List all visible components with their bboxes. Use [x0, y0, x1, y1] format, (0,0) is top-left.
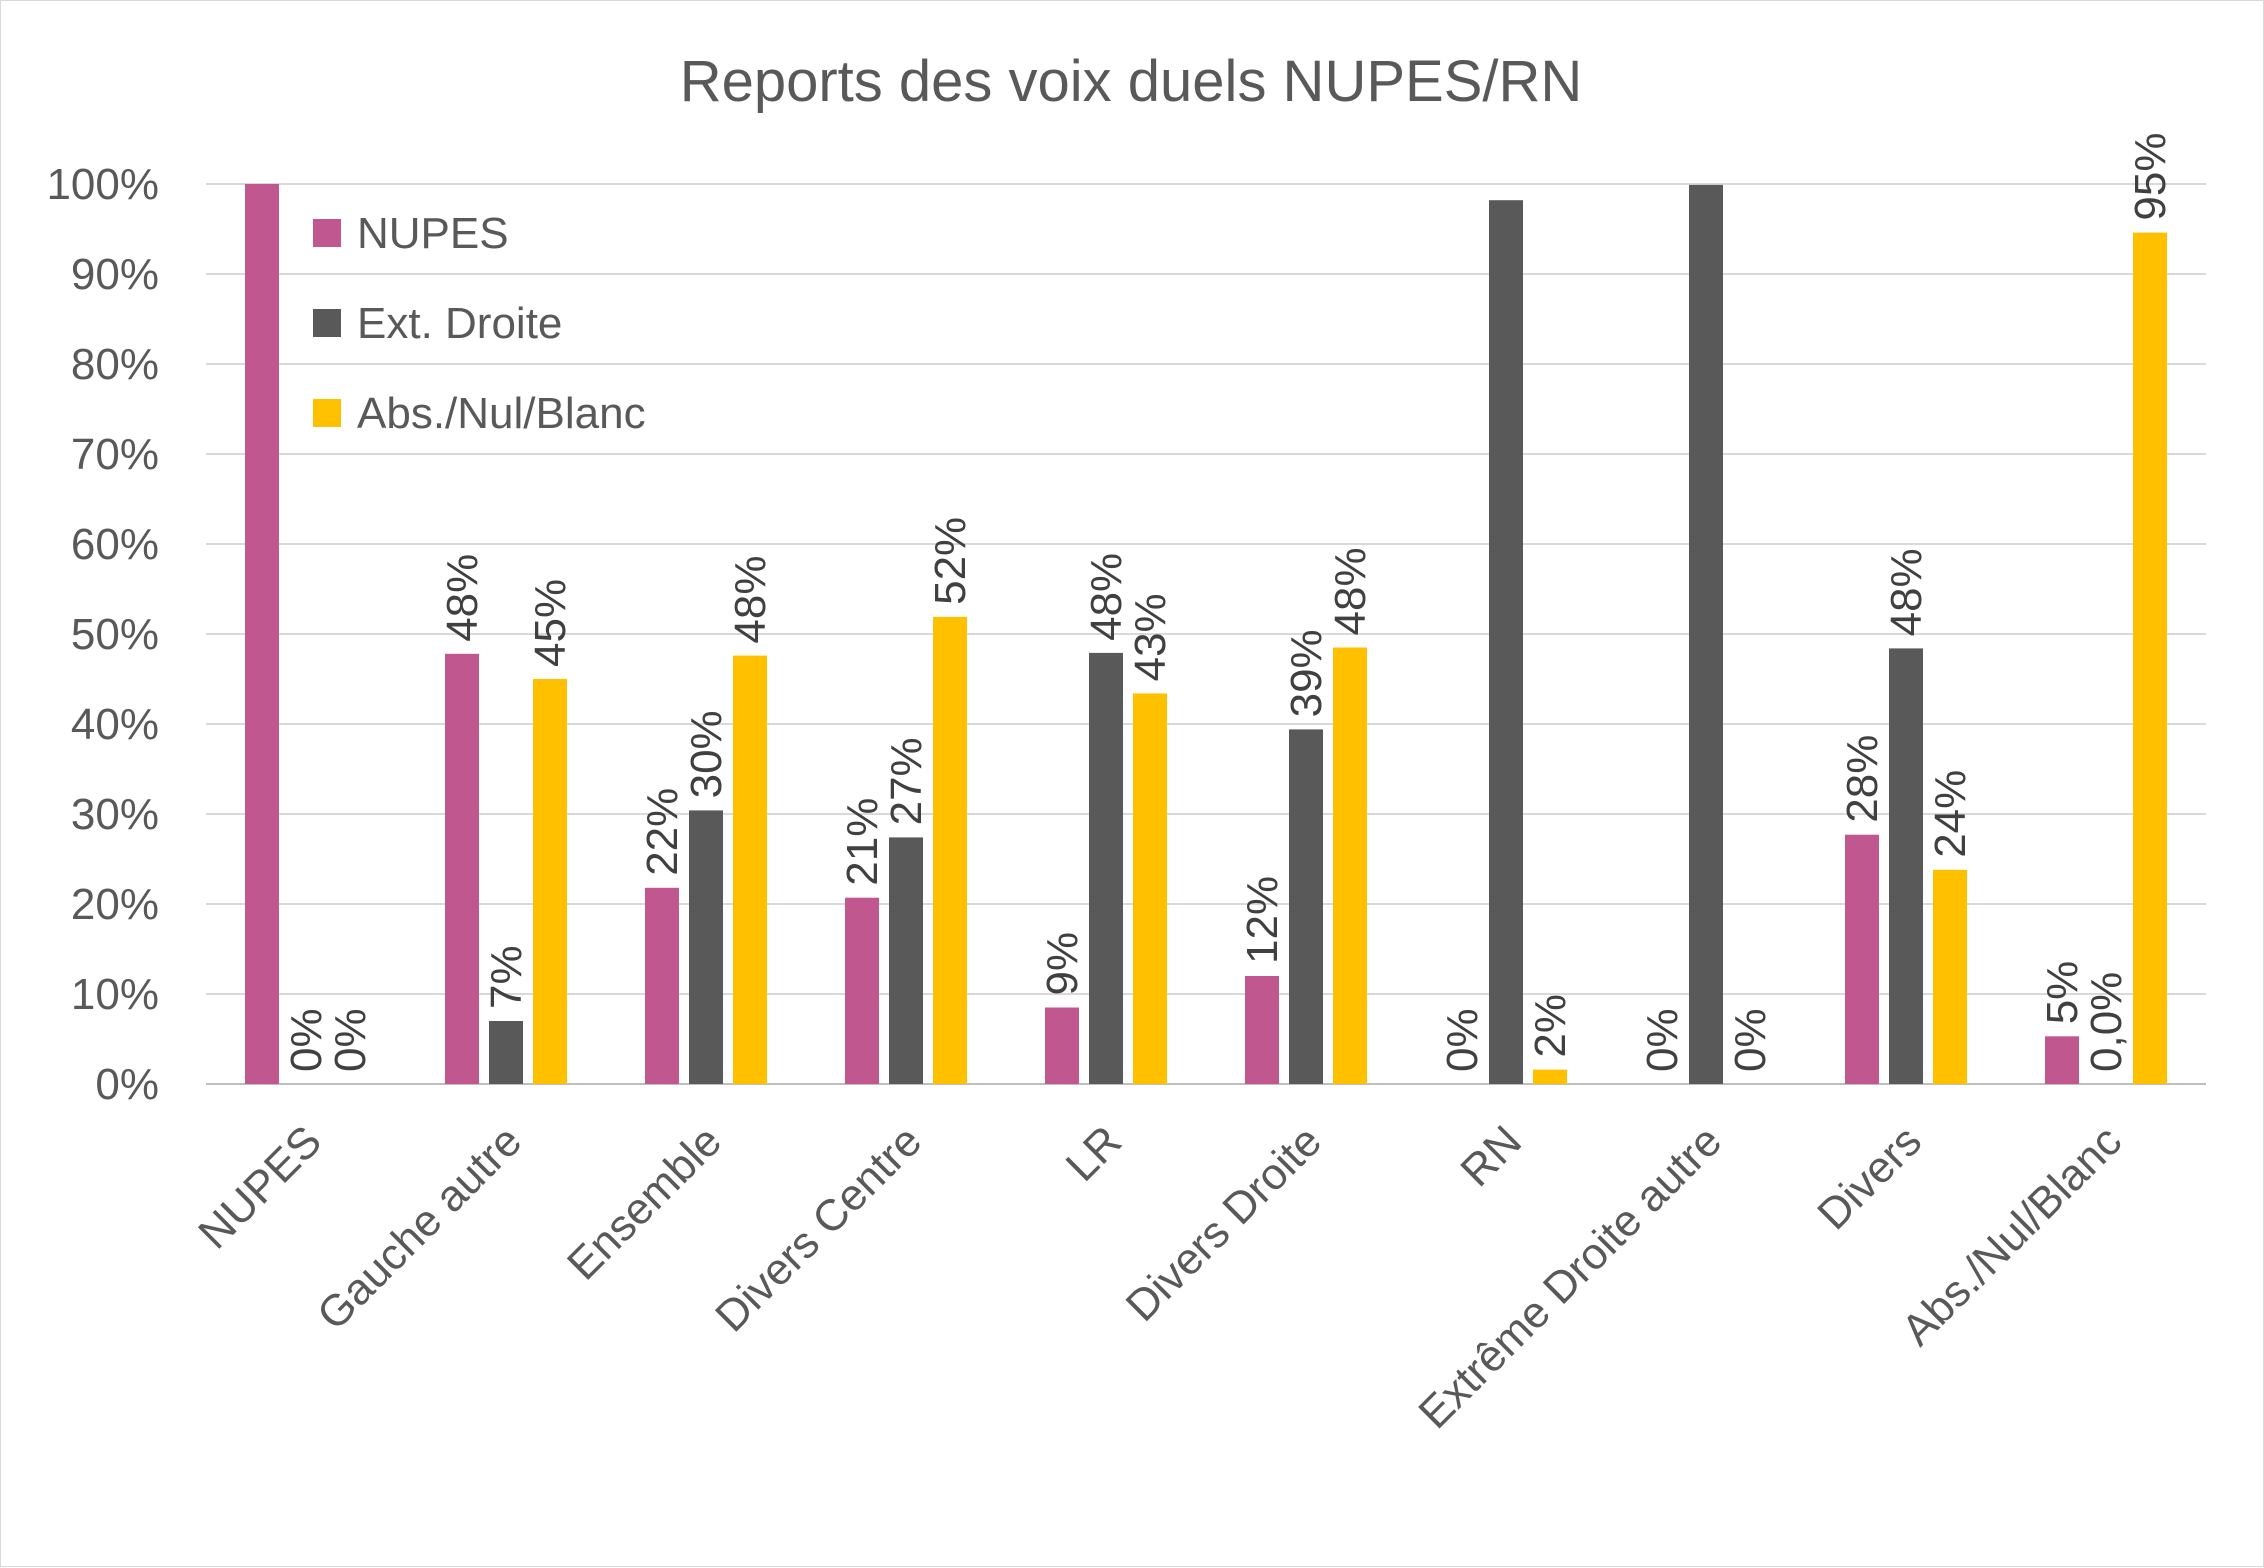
y-tick-label: 20% — [71, 880, 159, 929]
x-tick-label: NUPES — [189, 1116, 331, 1258]
data-label: 0% — [1438, 1008, 1487, 1072]
bar-nupes — [1245, 976, 1279, 1084]
data-label: 7% — [482, 945, 531, 1009]
bar-nupes — [445, 653, 479, 1084]
bar-ext-droite — [1889, 648, 1923, 1084]
bars — [245, 184, 2167, 1085]
data-label: 0% — [1638, 1008, 1687, 1072]
data-label: 27% — [882, 737, 931, 825]
bar-abs-nul-blanc — [933, 616, 967, 1084]
bar-nupes — [2045, 1036, 2079, 1084]
bar-ext-droite — [1489, 200, 1523, 1084]
legend-label: Abs./Nul/Blanc — [357, 389, 646, 438]
y-tick-label: 40% — [71, 700, 159, 749]
x-tick-label: Ensemble — [558, 1116, 731, 1289]
bar-nupes — [845, 897, 879, 1084]
chart-title: Reports des voix duels NUPES/RN — [680, 49, 1583, 114]
y-tick-label: 30% — [71, 790, 159, 839]
bar-abs-nul-blanc — [1333, 647, 1367, 1084]
legend-swatch — [313, 219, 341, 247]
bar-ext-droite — [1689, 184, 1723, 1084]
legend-label: Ext. Droite — [357, 299, 562, 348]
bar-abs-nul-blanc — [733, 655, 767, 1084]
data-label: 48% — [726, 556, 775, 644]
y-tick-label: 70% — [71, 430, 159, 479]
data-label: 30% — [682, 710, 731, 798]
bar-abs-nul-blanc — [1533, 1069, 1567, 1084]
data-label: 12% — [1238, 876, 1287, 964]
y-tick-label: 100% — [46, 160, 159, 209]
data-label: 48% — [438, 554, 487, 642]
y-tick-label: 80% — [71, 340, 159, 389]
data-label: 24% — [1926, 770, 1975, 858]
x-tick-label: RN — [1451, 1116, 1531, 1196]
bar-nupes — [1045, 1007, 1079, 1084]
data-label: 28% — [1838, 735, 1887, 823]
y-tick-label: 60% — [71, 520, 159, 569]
data-label: 0,0% — [2082, 972, 2131, 1072]
bar-abs-nul-blanc — [533, 679, 567, 1084]
data-label: 9% — [1038, 932, 1087, 996]
x-tick-label: Divers Centre — [706, 1116, 931, 1341]
data-label: 43% — [1126, 593, 1175, 681]
y-tick-label: 50% — [71, 610, 159, 659]
bar-ext-droite — [489, 1021, 523, 1084]
data-label: 95% — [2126, 133, 2175, 221]
data-label: 22% — [638, 788, 687, 876]
x-tick-label: LR — [1057, 1116, 1131, 1190]
data-label: 48% — [1882, 548, 1931, 636]
data-label: 52% — [926, 517, 975, 605]
data-label: 45% — [526, 579, 575, 667]
bar-abs-nul-blanc — [2133, 232, 2167, 1085]
data-label: 48% — [1326, 547, 1375, 635]
bar-ext-droite — [689, 810, 723, 1084]
data-label: 5% — [2038, 961, 2087, 1025]
data-label: 0% — [1726, 1008, 1775, 1072]
data-labels: 0%0%48%7%45%22%30%48%21%27%52%9%48%43%12… — [282, 133, 2175, 1072]
legend-label: NUPES — [357, 209, 509, 258]
bar-nupes — [1845, 834, 1879, 1084]
legend-swatch — [313, 309, 341, 337]
data-label: 39% — [1282, 629, 1331, 717]
data-label: 0% — [282, 1008, 331, 1072]
data-label: 2% — [1526, 994, 1575, 1058]
data-label: 48% — [1082, 553, 1131, 641]
x-tick-label: Divers Droite — [1117, 1116, 1331, 1330]
bar-abs-nul-blanc — [1933, 869, 1967, 1084]
x-tick-label: Gauche autre — [308, 1116, 531, 1339]
y-tick-label: 90% — [71, 250, 159, 299]
data-label: 21% — [838, 798, 887, 886]
bar-ext-droite — [889, 837, 923, 1084]
bar-nupes — [245, 184, 279, 1084]
x-tick-label: Divers — [1808, 1116, 1931, 1239]
y-tick-label: 0% — [95, 1060, 159, 1109]
y-axis-ticks: 0% 10% 20% 30% 40% 50% 60% 70% 80% 90% 100% — [46, 160, 159, 1109]
legend: NUPES Ext. Droite Abs./Nul/Blanc — [313, 209, 646, 438]
bar-abs-nul-blanc — [1133, 693, 1167, 1084]
bar-nupes — [645, 887, 679, 1084]
data-label: 0% — [326, 1008, 375, 1072]
bar-ext-droite — [1089, 652, 1123, 1084]
legend-swatch — [313, 399, 341, 427]
bar-ext-droite — [1289, 729, 1323, 1084]
y-tick-label: 10% — [71, 970, 159, 1019]
